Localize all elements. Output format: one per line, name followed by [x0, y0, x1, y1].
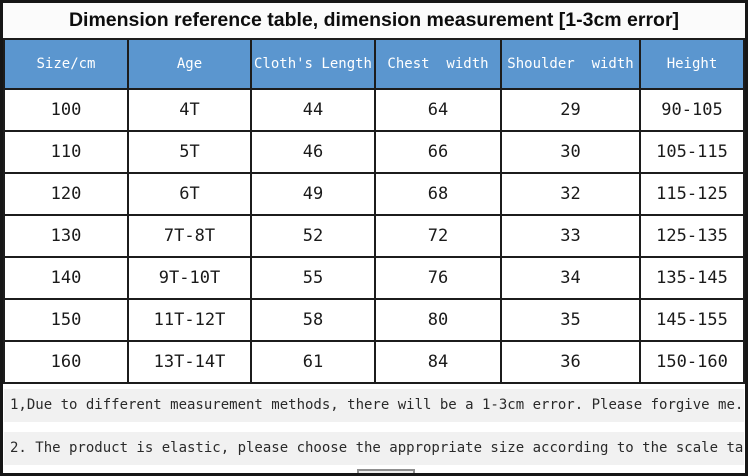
chest-cell: 66: [374, 130, 502, 174]
shoulder-cell: 29: [500, 88, 641, 132]
chest-cell: 80: [374, 298, 502, 342]
footnotes: 1,Due to different measurement methods, …: [3, 384, 745, 465]
age-cell: 13T-14T: [127, 340, 252, 384]
height-cell: 125-135: [639, 214, 745, 258]
size-cell: 120: [3, 172, 129, 216]
chest-cell: 68: [374, 172, 502, 216]
chest-cell: 76: [374, 256, 502, 300]
height-cell: 115-125: [639, 172, 745, 216]
shoulder-cell: 30: [500, 130, 641, 174]
table-row: 120 6T 49 68 32 115-125: [3, 172, 745, 216]
height-cell: 145-155: [639, 298, 745, 342]
note-measurement-error: 1,Due to different measurement methods, …: [4, 389, 744, 422]
length-cell: 58: [250, 298, 376, 342]
age-cell: 11T-12T: [127, 298, 252, 342]
height-cell: 135-145: [639, 256, 745, 300]
table-row: 130 7T-8T 52 72 33 125-135: [3, 214, 745, 258]
header-size: Size/cm: [3, 38, 129, 90]
shoulder-cell: 32: [500, 172, 641, 216]
size-cell: 150: [3, 298, 129, 342]
age-cell: 5T: [127, 130, 252, 174]
chest-cell: 84: [374, 340, 502, 384]
header-cloth-length: Cloth's Length: [250, 38, 376, 90]
shoulder-cell: 33: [500, 214, 641, 258]
header-age: Age: [127, 38, 252, 90]
chest-cell: 64: [374, 88, 502, 132]
age-cell: 6T: [127, 172, 252, 216]
length-cell: 44: [250, 88, 376, 132]
age-cell: 4T: [127, 88, 252, 132]
header-chest-width: Chest width: [374, 38, 502, 90]
length-cell: 55: [250, 256, 376, 300]
size-cell: 100: [3, 88, 129, 132]
length-cell: 46: [250, 130, 376, 174]
length-cell: 52: [250, 214, 376, 258]
table-row: 110 5T 46 66 30 105-115: [3, 130, 745, 174]
size-cell: 130: [3, 214, 129, 258]
size-cell: 160: [3, 340, 129, 384]
shoulder-cell: 34: [500, 256, 641, 300]
height-cell: 90-105: [639, 88, 745, 132]
size-cell: 110: [3, 130, 129, 174]
chest-cell: 72: [374, 214, 502, 258]
size-table: Size/cm Age Cloth's Length Chest width S…: [3, 38, 745, 384]
age-cell: 9T-10T: [127, 256, 252, 300]
table-row: 140 9T-10T 55 76 34 135-145: [3, 256, 745, 300]
header-shoulder-width: Shoulder width: [500, 38, 641, 90]
shoulder-cell: 36: [500, 340, 641, 384]
chart-title: Dimension reference table, dimension mea…: [68, 9, 680, 31]
age-cell: 7T-8T: [127, 214, 252, 258]
height-cell: 105-115: [639, 130, 745, 174]
table-row: 150 11T-12T 58 80 35 145-155: [3, 298, 745, 342]
title-bar: Dimension reference table, dimension mea…: [3, 3, 745, 38]
height-cell: 150-160: [639, 340, 745, 384]
length-cell: 61: [250, 340, 376, 384]
size-cell: 140: [3, 256, 129, 300]
header-height: Height: [639, 38, 745, 90]
table-header-row: Size/cm Age Cloth's Length Chest width S…: [3, 38, 745, 90]
table-row: 160 13T-14T 61 84 36 150-160: [3, 340, 745, 384]
note-elastic-product: 2. The product is elastic, please choose…: [4, 432, 744, 465]
length-cell: 49: [250, 172, 376, 216]
table-row: 100 4T 44 64 29 90-105: [3, 88, 745, 132]
shoulder-cell: 35: [500, 298, 641, 342]
partial-cell-bottom: [357, 469, 415, 473]
